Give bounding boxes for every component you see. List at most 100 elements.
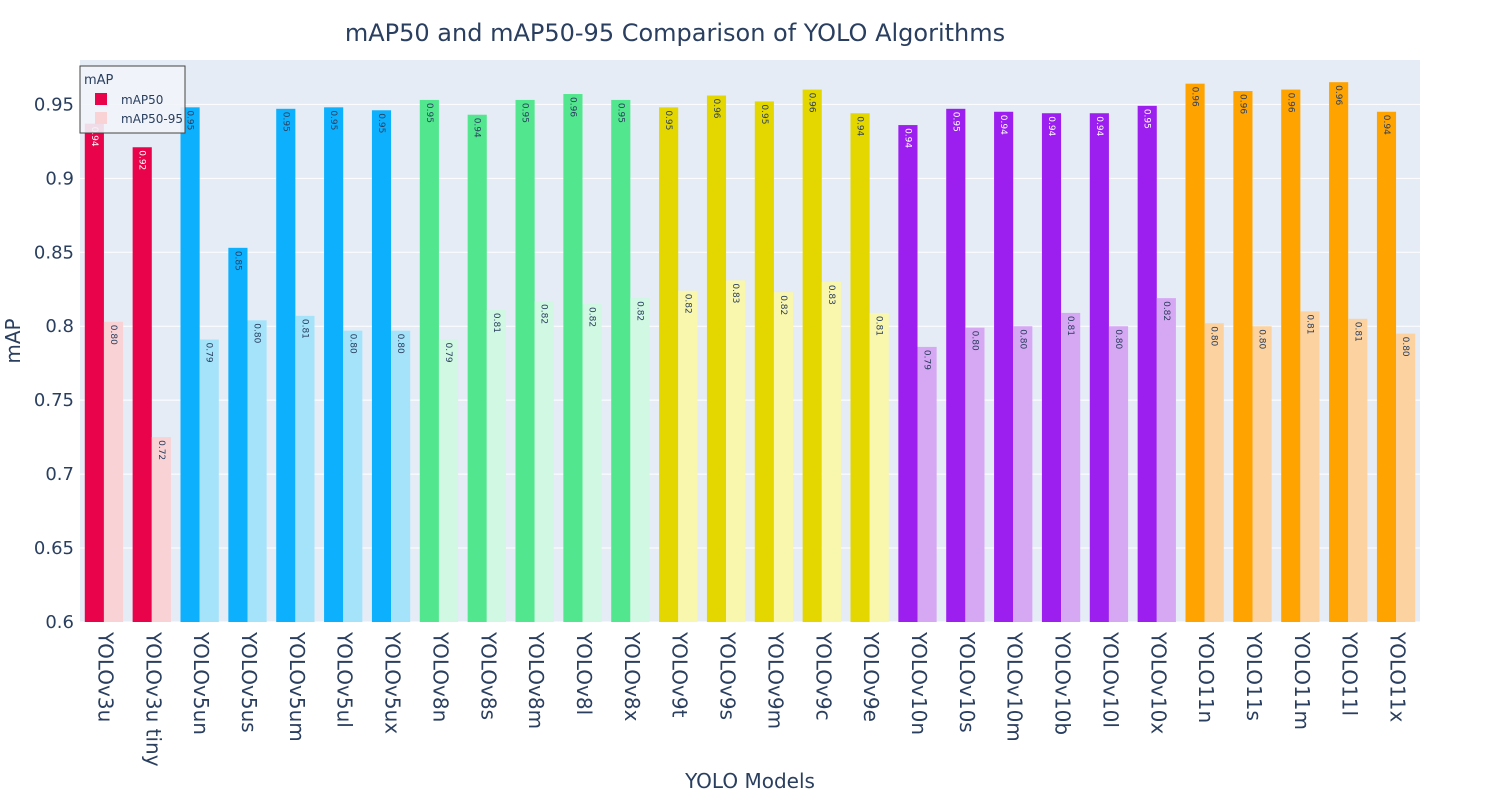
data-label: 0.80 [1113,329,1123,349]
bar-map50-95-yolov5um[interactable] [295,315,315,622]
x-tick-label: YOLO11n [1194,631,1218,723]
bar-map50-95-yolov5un[interactable] [199,339,219,622]
bar-map50-yolo11s[interactable] [1233,91,1253,623]
data-label: 0.94 [1094,116,1104,136]
bar-map50-95-yolov5ul[interactable] [343,330,363,622]
bar-map50-yolov8s[interactable] [467,114,487,622]
bar-map50-yolov9c[interactable] [802,89,822,622]
x-tick-label: YOLOv3u [93,631,117,722]
data-label: 0.95 [520,103,530,123]
bar-map50-yolov5un[interactable] [180,107,200,623]
bar-map50-95-yolov10s[interactable] [965,327,985,622]
bar-map50-95-yolov9c[interactable] [821,281,841,622]
legend[interactable]: mAP mAP50 mAP50-95 [79,65,186,134]
legend-label-map50[interactable]: mAP50 [121,93,163,107]
y-tick-label: 0.8 [45,316,74,337]
bar-map50-yolov5um[interactable] [276,108,296,623]
bar-map50-95-yolo11m[interactable] [1300,311,1320,622]
data-label: 0.85 [232,251,242,271]
bar-map50-yolov8l[interactable] [563,94,583,622]
bar-map50-95-yolo11n[interactable] [1204,323,1224,622]
data-label: 0.96 [711,98,721,118]
bar-map50-yolo11l[interactable] [1329,82,1349,623]
y-tick-label: 0.7 [45,464,74,485]
bar-map50-yolov9m[interactable] [754,101,774,623]
bar-map50-yolov5ux[interactable] [371,110,392,622]
bar-map50-95-yolov8x[interactable] [630,298,650,622]
data-label: 0.80 [1017,329,1027,349]
bar-map50-95-yolov10x[interactable] [1156,298,1176,622]
x-axis-ticks: YOLOv3u YOLOv3u tiny YOLOv5un YOLOv5us YOLOv… [93,631,1409,767]
data-label: 0.94 [472,118,482,138]
bar-map50-yolov5us[interactable] [228,247,248,623]
data-label: 0.80 [347,334,357,354]
bar-map50-95-yolov8l[interactable] [582,304,602,622]
bar-map50-95-yolo11x[interactable] [1396,333,1416,622]
bar-map50-yolov10x[interactable] [1137,105,1157,623]
bar-map50-yolov8m[interactable] [515,99,535,622]
bar-map50-yolo11m[interactable] [1281,89,1301,622]
x-tick-label: YOLOv5us [237,631,261,733]
x-tick-label: YOLOv9m [763,631,787,729]
data-label: 0.80 [1400,337,1410,357]
bar-map50-yolov8x[interactable] [611,99,631,622]
data-label: 0.94 [902,128,912,148]
bar-map50-yolov8n[interactable] [419,99,439,622]
bar-map50-95-yolov9t[interactable] [678,290,698,622]
data-label: 0.79 [204,343,214,363]
data-label: 0.95 [615,103,625,123]
bar-map50-yolo11n[interactable] [1185,83,1205,623]
bar-map50-yolov10m[interactable] [994,111,1014,623]
data-label: 0.95 [376,113,386,133]
x-tick-label: YOLOv10s [955,631,979,733]
data-label: 0.83 [730,283,740,303]
x-tick-label: YOLOv9t [668,631,692,718]
bar-map50-95-yolov10b[interactable] [1061,312,1081,622]
legend-label-map50-95[interactable]: mAP50-95 [121,112,183,126]
bar-map50-95-yolo11s[interactable] [1252,326,1272,622]
y-tick-label: 0.75 [34,390,74,411]
x-tick-label: YOLO11l [1338,631,1362,716]
data-labels: 0.94 0.80 0.92 0.72 0.95 0.79 0.85 0.80 0.95 0.81… [89,85,1410,460]
bar-map50-yolov3u-tiny[interactable] [132,147,152,623]
data-label: 0.94 [89,127,99,147]
bar-map50-95-yolov3u-tiny[interactable] [151,437,171,622]
bar-map50-95-yolov5ux[interactable] [391,330,411,622]
bar-map50-yolov5ul[interactable] [324,107,344,623]
bar-map50-yolov10s[interactable] [946,108,966,623]
data-label: 0.94 [1381,115,1391,135]
bar-map50-95-yolov8m[interactable] [534,301,554,622]
bar-map50-95-yolov3u[interactable] [103,321,124,622]
x-tick-label: YOLOv8m [524,631,548,729]
data-label: 0.80 [1209,326,1219,346]
bar-map50-95-yolov10n[interactable] [917,346,937,622]
x-tick-label: YOLOv10m [1003,631,1027,742]
x-tick-label: YOLOv9e [859,631,883,722]
bar-map50-yolo11x[interactable] [1376,111,1397,623]
data-label: 0.96 [1237,94,1247,114]
bar-map50-yolov10n[interactable] [898,125,918,623]
bar-map50-yolov9t[interactable] [659,107,679,623]
bar-map50-95-yolov8s[interactable] [486,309,506,622]
bar-map50-yolov9s[interactable] [706,95,727,622]
bar-map50-95-yolov10m[interactable] [1013,326,1033,622]
legend-title: mAP [84,73,114,88]
bar-map50-95-yolov8n[interactable] [438,339,459,622]
bar-map50-yolov9e[interactable] [850,113,870,623]
x-tick-label: YOLOv8x [620,631,644,722]
data-label: 0.80 [1257,329,1267,349]
bar-map50-95-yolov9e[interactable] [869,312,889,622]
x-tick-label: YOLOv8l [572,631,596,715]
legend-swatch-map50 [95,93,107,105]
bar-map50-95-yolo11l[interactable] [1348,318,1368,622]
x-tick-label: YOLOv8s [476,631,500,720]
bar-map50-yolov3u[interactable] [84,123,104,623]
bar-map50-yolov10l[interactable] [1089,113,1109,623]
bar-map50-yolov10b[interactable] [1041,113,1062,623]
bar-map50-95-yolov5us[interactable] [247,320,267,622]
bar-map50-95-yolov10l[interactable] [1108,326,1129,622]
bar-map50-95-yolov9s[interactable] [726,280,746,622]
y-tick-label: 0.85 [34,242,74,263]
y-axis-title: mAP [1,318,25,363]
bar-map50-95-yolov9m[interactable] [773,292,794,622]
